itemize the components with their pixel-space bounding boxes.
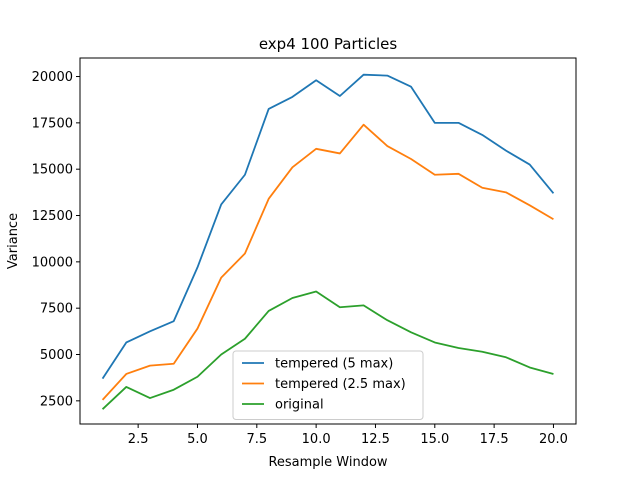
x-tick-label: 15.0 <box>420 432 449 447</box>
legend: tempered (5 max) tempered (2.5 max) origin… <box>232 350 424 420</box>
legend-box <box>232 350 424 420</box>
plot-frame <box>79 57 577 425</box>
y-tick-label: 12500 <box>32 209 73 224</box>
x-axis: 2.5 5.0 7.5 10.0 12.5 15.0 17.5 20.0 <box>128 424 568 447</box>
x-tick-label: 12.5 <box>361 432 390 447</box>
legend-label: original <box>275 398 324 413</box>
legend-label: tempered (2.5 max) <box>275 377 406 392</box>
x-tick-label: 7.5 <box>246 432 267 447</box>
y-tick-label: 2500 <box>40 394 73 409</box>
x-tick-label: 20.0 <box>539 432 568 447</box>
series-lines <box>101 73 555 410</box>
chart-title: exp4 100 Particles <box>259 35 397 53</box>
y-tick-label: 20000 <box>32 70 73 85</box>
series-line-2 <box>101 290 554 410</box>
x-tick-label: 17.5 <box>480 432 509 447</box>
y-tick-label: 7500 <box>40 302 73 317</box>
plot-area <box>79 57 577 425</box>
legend-label: tempered (5 max) <box>275 357 393 372</box>
y-tick-label: 17500 <box>32 116 73 131</box>
x-tick-label: 5.0 <box>187 432 208 447</box>
y-tick-label: 10000 <box>32 255 73 270</box>
series-line-1 <box>101 123 554 401</box>
x-tick-label: 10.0 <box>302 432 331 447</box>
y-tick-label: 5000 <box>40 348 73 363</box>
y-axis-label: Variance <box>6 213 21 269</box>
y-tick-label: 15000 <box>32 163 73 178</box>
x-axis-label: Resample Window <box>268 455 387 470</box>
x-tick-label: 2.5 <box>128 432 149 447</box>
y-axis: 2500 5000 7500 10000 12500 15000 17500 20000 <box>32 70 80 409</box>
series-line-0 <box>101 73 555 380</box>
